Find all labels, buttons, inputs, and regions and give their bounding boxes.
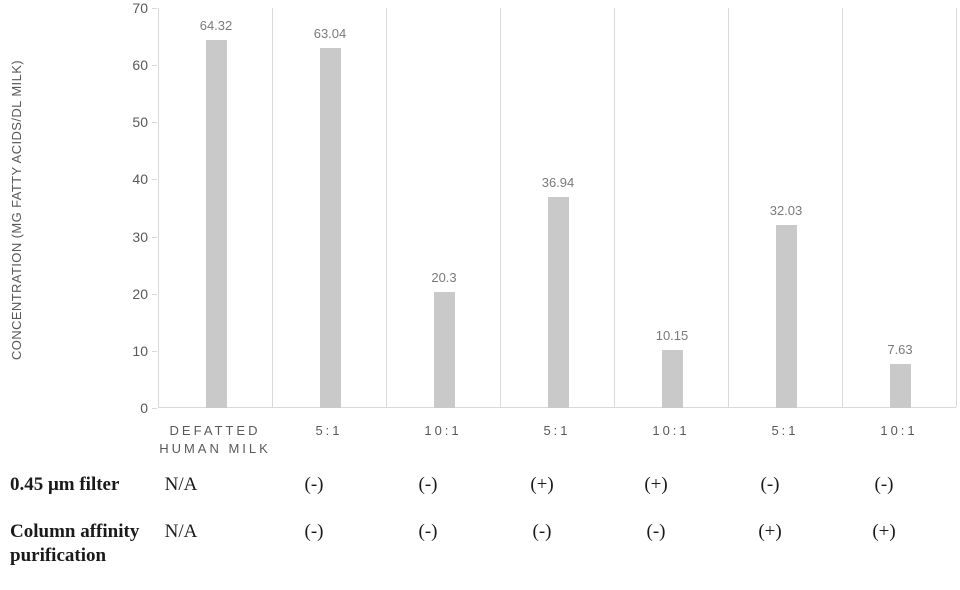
y-tick-label: 40 [132,171,148,188]
y-axis-title: CONCENTRATION (MG FATTY ACIDS/DL MILK) [9,59,24,361]
condition-row-label: 0.45 μm filter [10,474,120,495]
condition-row-label: Column affinity purification [10,521,140,566]
condition-value: (-) [304,521,324,542]
bar [433,292,455,408]
x-tick-label: 10:1 [424,423,462,438]
condition-value: (-) [418,521,438,542]
bar-value-label: 10.15 [655,328,689,343]
plot-area: 64.32 63.04 20.3 36.94 10.15 32.03 7.63 [158,8,957,408]
y-tick-mark [152,236,157,238]
panel-separator [614,8,615,407]
panel-separator [956,8,957,407]
bar-value-label: 63.04 [313,25,347,41]
y-tick-label: 0 [140,400,148,416]
panel-separator [500,8,501,407]
panel-separator [386,8,387,407]
bar [661,350,683,408]
panel-separator [728,8,729,407]
bar-value-label: 20.3 [431,270,457,285]
panel-separator [272,8,273,407]
bar [889,364,911,408]
condition-value: N/A [164,521,198,542]
bar [547,196,569,408]
y-tick-label: 10 [132,342,148,359]
x-tick-label: 5:1 [771,423,799,438]
y-tick-label: 70 [132,0,148,16]
y-tick-mark [152,122,157,124]
y-tick-mark [152,408,157,409]
condition-value: (-) [646,521,666,542]
x-tick-label: 5:1 [315,423,343,438]
y-tick-label: 50 [132,114,148,131]
x-tick-label: 10:1 [880,423,918,438]
condition-value: (+) [758,521,782,542]
bar-value-label: 7.63 [887,342,913,358]
y-tick-mark [152,293,157,295]
y-tick-mark [152,179,157,181]
x-tick-label: 10:1 [652,423,690,438]
condition-value: (+) [530,474,554,495]
bar [205,40,227,408]
y-tick-mark [152,350,157,352]
condition-value: N/A [164,474,198,495]
condition-value: (-) [532,521,552,542]
y-tick-mark [152,65,157,67]
panel-separator [842,8,843,407]
bar [775,224,797,408]
y-tick-label: 30 [132,228,148,245]
bar-value-label: 32.03 [769,202,803,218]
bar-value-label: 64.32 [199,18,233,34]
bar-value-label: 36.94 [541,174,575,190]
condition-value: (-) [874,474,894,495]
y-tick-mark [152,8,157,9]
bar [319,47,341,408]
condition-value: (-) [418,474,438,495]
x-tick-label: DEFATTED HUMAN MILK [159,423,271,456]
y-tick-label: 60 [132,57,148,74]
condition-value: (-) [760,474,780,495]
condition-value: (+) [644,474,668,495]
condition-value: (-) [304,474,324,495]
x-tick-label: 5:1 [543,423,571,438]
y-tick-label: 20 [132,285,148,302]
condition-value: (+) [872,521,896,542]
